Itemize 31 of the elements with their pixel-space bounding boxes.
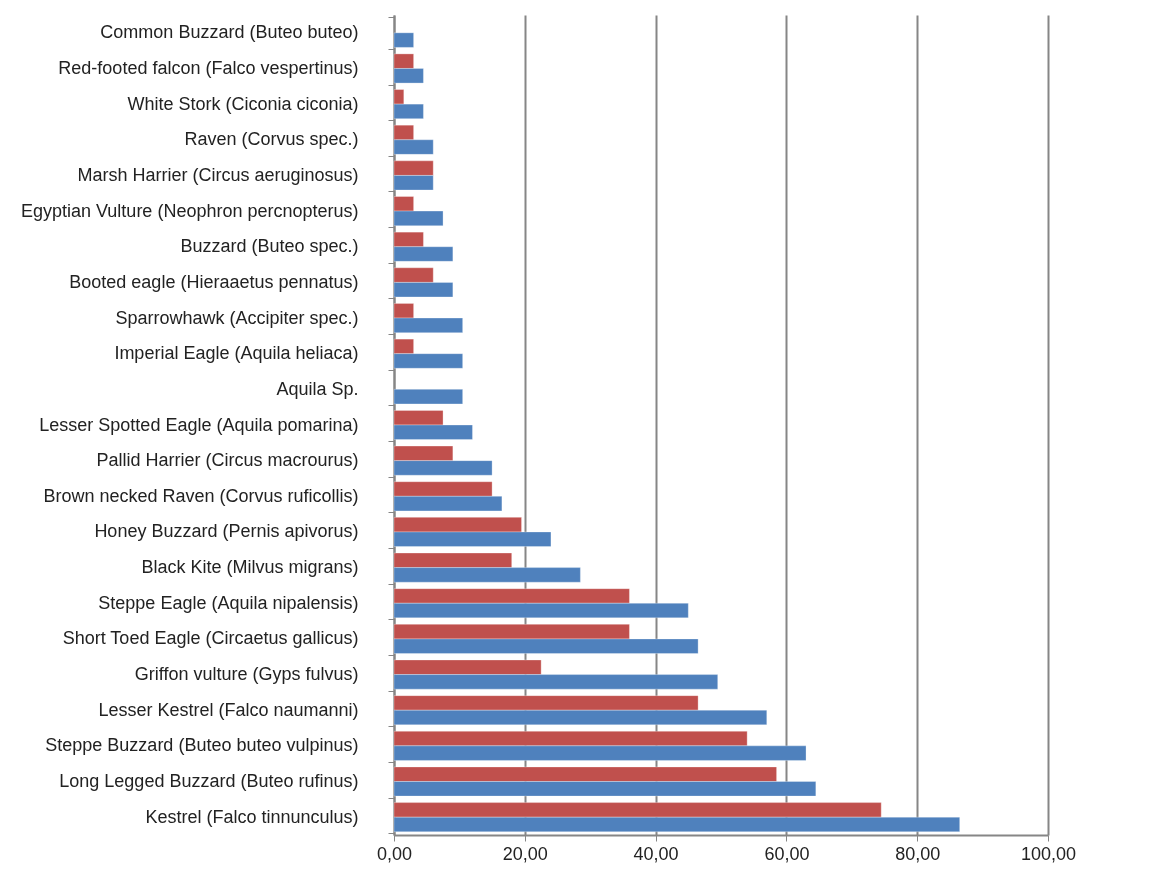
- y-tick-label: Pallid Harrier (Circus macrourus): [96, 450, 359, 471]
- x-tick-label: 60,00: [764, 843, 810, 864]
- y-tick-label: Common Buzzard (Buteo buteo): [100, 22, 359, 43]
- y-tick-label: White Stork (Ciconia ciconia): [127, 93, 359, 114]
- x-tick-label: 0,00: [376, 843, 413, 864]
- y-tick-label: Lesser Kestrel (Falco naumanni): [98, 699, 359, 720]
- y-tick-label: Buzzard (Buteo spec.): [180, 236, 359, 257]
- y-tick-label: Long Legged Buzzard (Buteo rufinus): [59, 771, 359, 792]
- y-tick-label: Steppe Buzzard (Buteo buteo vulpinus): [45, 735, 359, 756]
- y-tick-label: Steppe Eagle (Aquila nipalensis): [98, 592, 359, 613]
- y-tick-label: Honey Buzzard (Pernis apivorus): [94, 521, 359, 542]
- y-tick-label: Booted eagle (Hieraaetus pennatus): [69, 271, 359, 292]
- bar: [393, 32, 414, 48]
- y-tick-label: Red-footed falcon (Falco vespertinus): [58, 57, 359, 78]
- y-tick-label: Kestrel (Falco tinnunculus): [145, 806, 359, 827]
- x-tick-label: 100,00: [1020, 843, 1077, 864]
- y-tick-label: Marsh Harrier (Circus aeruginosus): [77, 164, 359, 185]
- y-tick-label: Lesser Spotted Eagle (Aquila pomarina): [39, 414, 359, 435]
- y-tick-label: Raven (Corvus spec.): [184, 129, 359, 150]
- y-tick-label: Griffon vulture (Gyps fulvus): [134, 664, 359, 685]
- y-tick-label: Short Toed Eagle (Circaetus gallicus): [62, 628, 359, 649]
- y-tick-label: Egyptian Vulture (Neophron percnopterus): [20, 200, 359, 221]
- y-tick-label: Brown necked Raven (Corvus ruficollis): [43, 485, 359, 506]
- y-tick-label: Black Kite (Milvus migrans): [141, 557, 359, 578]
- bar: [393, 389, 463, 405]
- x-tick-label: 40,00: [633, 843, 679, 864]
- x-tick-label: 80,00: [895, 843, 941, 864]
- y-tick-label: Sparrowhawk (Accipiter spec.): [115, 307, 359, 328]
- x-tick-label: 20,00: [502, 843, 548, 864]
- y-tick-label: Imperial Eagle (Aquila heliaca): [114, 343, 359, 364]
- y-tick-label: Aquila Sp.: [276, 378, 359, 399]
